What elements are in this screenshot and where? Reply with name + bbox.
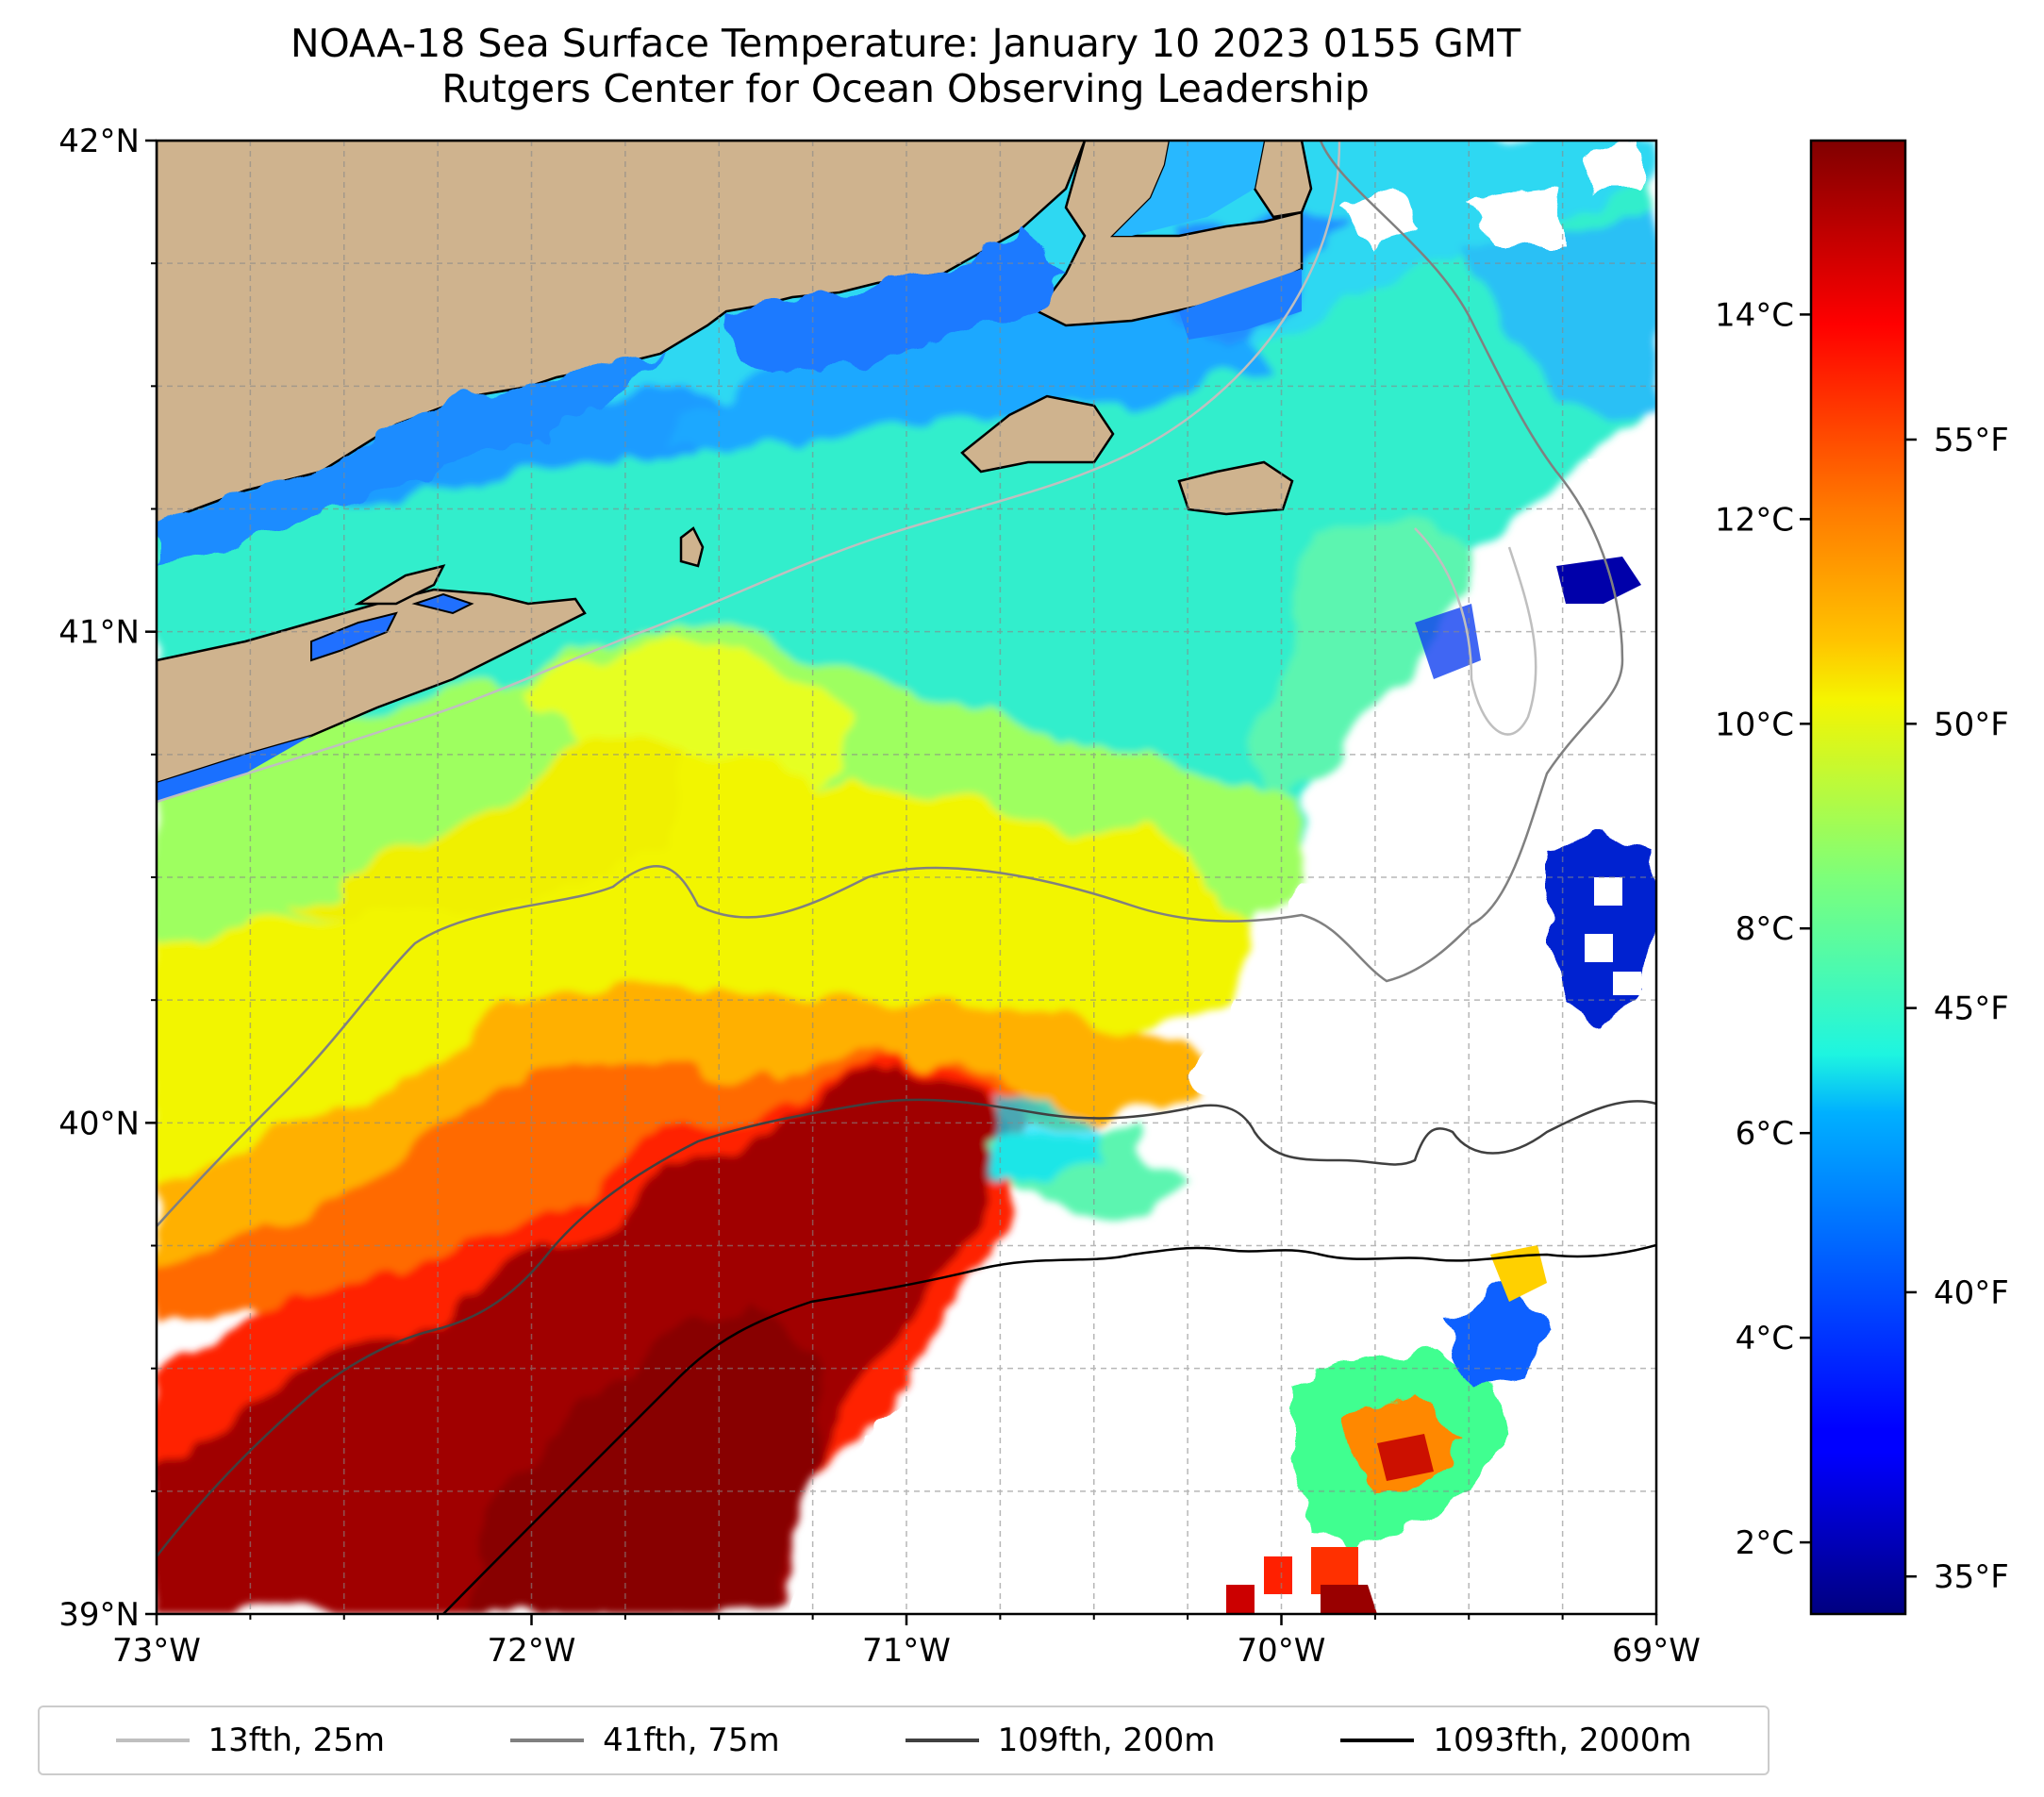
chart-title: NOAA-18 Sea Surface Temperature: January… xyxy=(0,21,1811,111)
fahrenheit-tick-label: 40°F xyxy=(1934,1274,2009,1312)
offshore-sst-patches xyxy=(1226,557,1656,1614)
coastal-inlets xyxy=(310,592,474,662)
legend-label: 13fth, 25m xyxy=(208,1722,386,1759)
legend-swatch xyxy=(510,1739,585,1742)
legend-item-200m: 109fth, 200m xyxy=(905,1722,1216,1759)
title-line-2: Rutgers Center for Ocean Observing Leade… xyxy=(441,66,1370,111)
temperature-colorbar: 2°C 4°C 6°C 8°C 10°C 12°C 14°C 35°F 40°F 45°F 50°… xyxy=(1715,139,2009,1616)
legend-item-75m: 41fth, 75m xyxy=(510,1722,780,1759)
legend-swatch xyxy=(1340,1739,1415,1742)
celsius-tick-label: 4°C xyxy=(1736,1320,1794,1357)
fahrenheit-ticks: 35°F 40°F 45°F 50°F 55°F xyxy=(1905,422,2009,1596)
celsius-tick-label: 2°C xyxy=(1736,1524,1794,1562)
coastal-cold-water xyxy=(157,141,1302,802)
fahrenheit-tick-label: 55°F xyxy=(1934,422,2009,459)
legend-item-2000m: 1093fth, 2000m xyxy=(1340,1722,1691,1759)
colorbar-frame xyxy=(1809,139,1907,1616)
celsius-ticks: 2°C 4°C 6°C 8°C 10°C 12°C 14°C xyxy=(1715,296,1811,1562)
celsius-tick-label: 10°C xyxy=(1715,706,1794,743)
lon-tick-label: 71°W xyxy=(862,1632,951,1670)
legend-swatch xyxy=(905,1739,979,1742)
contour-200m xyxy=(157,1098,1656,1557)
map-plot-area xyxy=(157,141,1656,1614)
lon-tick-label: 72°W xyxy=(488,1632,576,1670)
legend-swatch xyxy=(115,1739,190,1742)
fahrenheit-tick-label: 35°F xyxy=(1934,1558,2009,1596)
contour-25m-offshore xyxy=(1414,527,1537,736)
legend-label: 109fth, 200m xyxy=(997,1722,1216,1759)
celsius-tick-label: 12°C xyxy=(1715,501,1794,539)
celsius-tick-label: 14°C xyxy=(1715,296,1794,334)
lat-tick-label: 39°N xyxy=(58,1596,140,1634)
lat-tick-label: 41°N xyxy=(58,614,140,652)
colorbar-gradient xyxy=(1811,141,1905,1614)
legend-label: 1093fth, 2000m xyxy=(1433,1722,1692,1759)
lat-tick-label: 42°N xyxy=(58,123,140,160)
isobath-legend: 13fth, 25m 41fth, 75m 109fth, 200m 1093f… xyxy=(38,1705,1770,1775)
isobath-contours xyxy=(157,141,1656,1614)
lon-tick-label: 70°W xyxy=(1238,1632,1326,1670)
longitude-axis: 73°W 72°W 71°W 70°W 69°W xyxy=(112,1614,1701,1670)
latitude-axis: 42°N 41°N 40°N 39°N xyxy=(58,123,157,1634)
legend-label: 41fth, 75m xyxy=(603,1722,780,1759)
lon-tick-label: 69°W xyxy=(1612,1632,1701,1670)
celsius-tick-label: 6°C xyxy=(1736,1115,1794,1153)
title-line-1: NOAA-18 Sea Surface Temperature: January… xyxy=(290,21,1521,66)
map-gridlines xyxy=(157,141,1656,1614)
land-masses xyxy=(157,141,1313,785)
lon-tick-label: 73°W xyxy=(112,1632,201,1670)
fahrenheit-tick-label: 50°F xyxy=(1934,706,2009,743)
contour-25m xyxy=(157,141,1341,804)
celsius-tick-label: 8°C xyxy=(1736,910,1794,948)
contour-2000m xyxy=(442,1243,1656,1614)
legend-item-25m: 13fth, 25m xyxy=(115,1722,386,1759)
fahrenheit-tick-label: 45°F xyxy=(1934,990,2009,1028)
lat-tick-label: 40°N xyxy=(58,1105,140,1142)
contour-75m xyxy=(157,141,1624,1227)
